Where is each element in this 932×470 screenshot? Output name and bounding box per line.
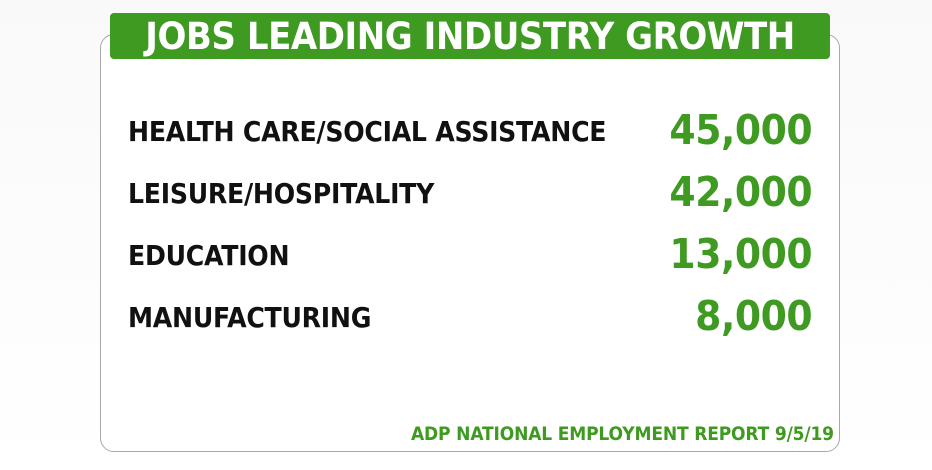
row-category-label: HEALTH CARE/SOCIAL ASSISTANCE <box>128 115 607 148</box>
row-category-label: EDUCATION <box>128 239 290 272</box>
row-value-label: 45,000 <box>669 106 812 154</box>
chart-title: JOBS LEADING INDUSTRY GROWTH <box>145 14 795 58</box>
table-row: HEALTH CARE/SOCIAL ASSISTANCE 45,000 <box>128 106 812 156</box>
infographic-card <box>100 34 840 452</box>
row-category-label: MANUFACTURING <box>128 301 372 334</box>
table-row: MANUFACTURING 8,000 <box>128 292 812 342</box>
row-value-label: 13,000 <box>669 230 812 278</box>
table-row: LEISURE/HOSPITALITY 42,000 <box>128 168 812 218</box>
row-category-label: LEISURE/HOSPITALITY <box>128 177 435 210</box>
title-banner: JOBS LEADING INDUSTRY GROWTH <box>110 13 830 59</box>
source-citation: ADP NATIONAL EMPLOYMENT REPORT 9/5/19 <box>411 423 834 445</box>
row-value-label: 42,000 <box>669 168 812 216</box>
row-value-label: 8,000 <box>694 292 812 340</box>
table-row: EDUCATION 13,000 <box>128 230 812 280</box>
